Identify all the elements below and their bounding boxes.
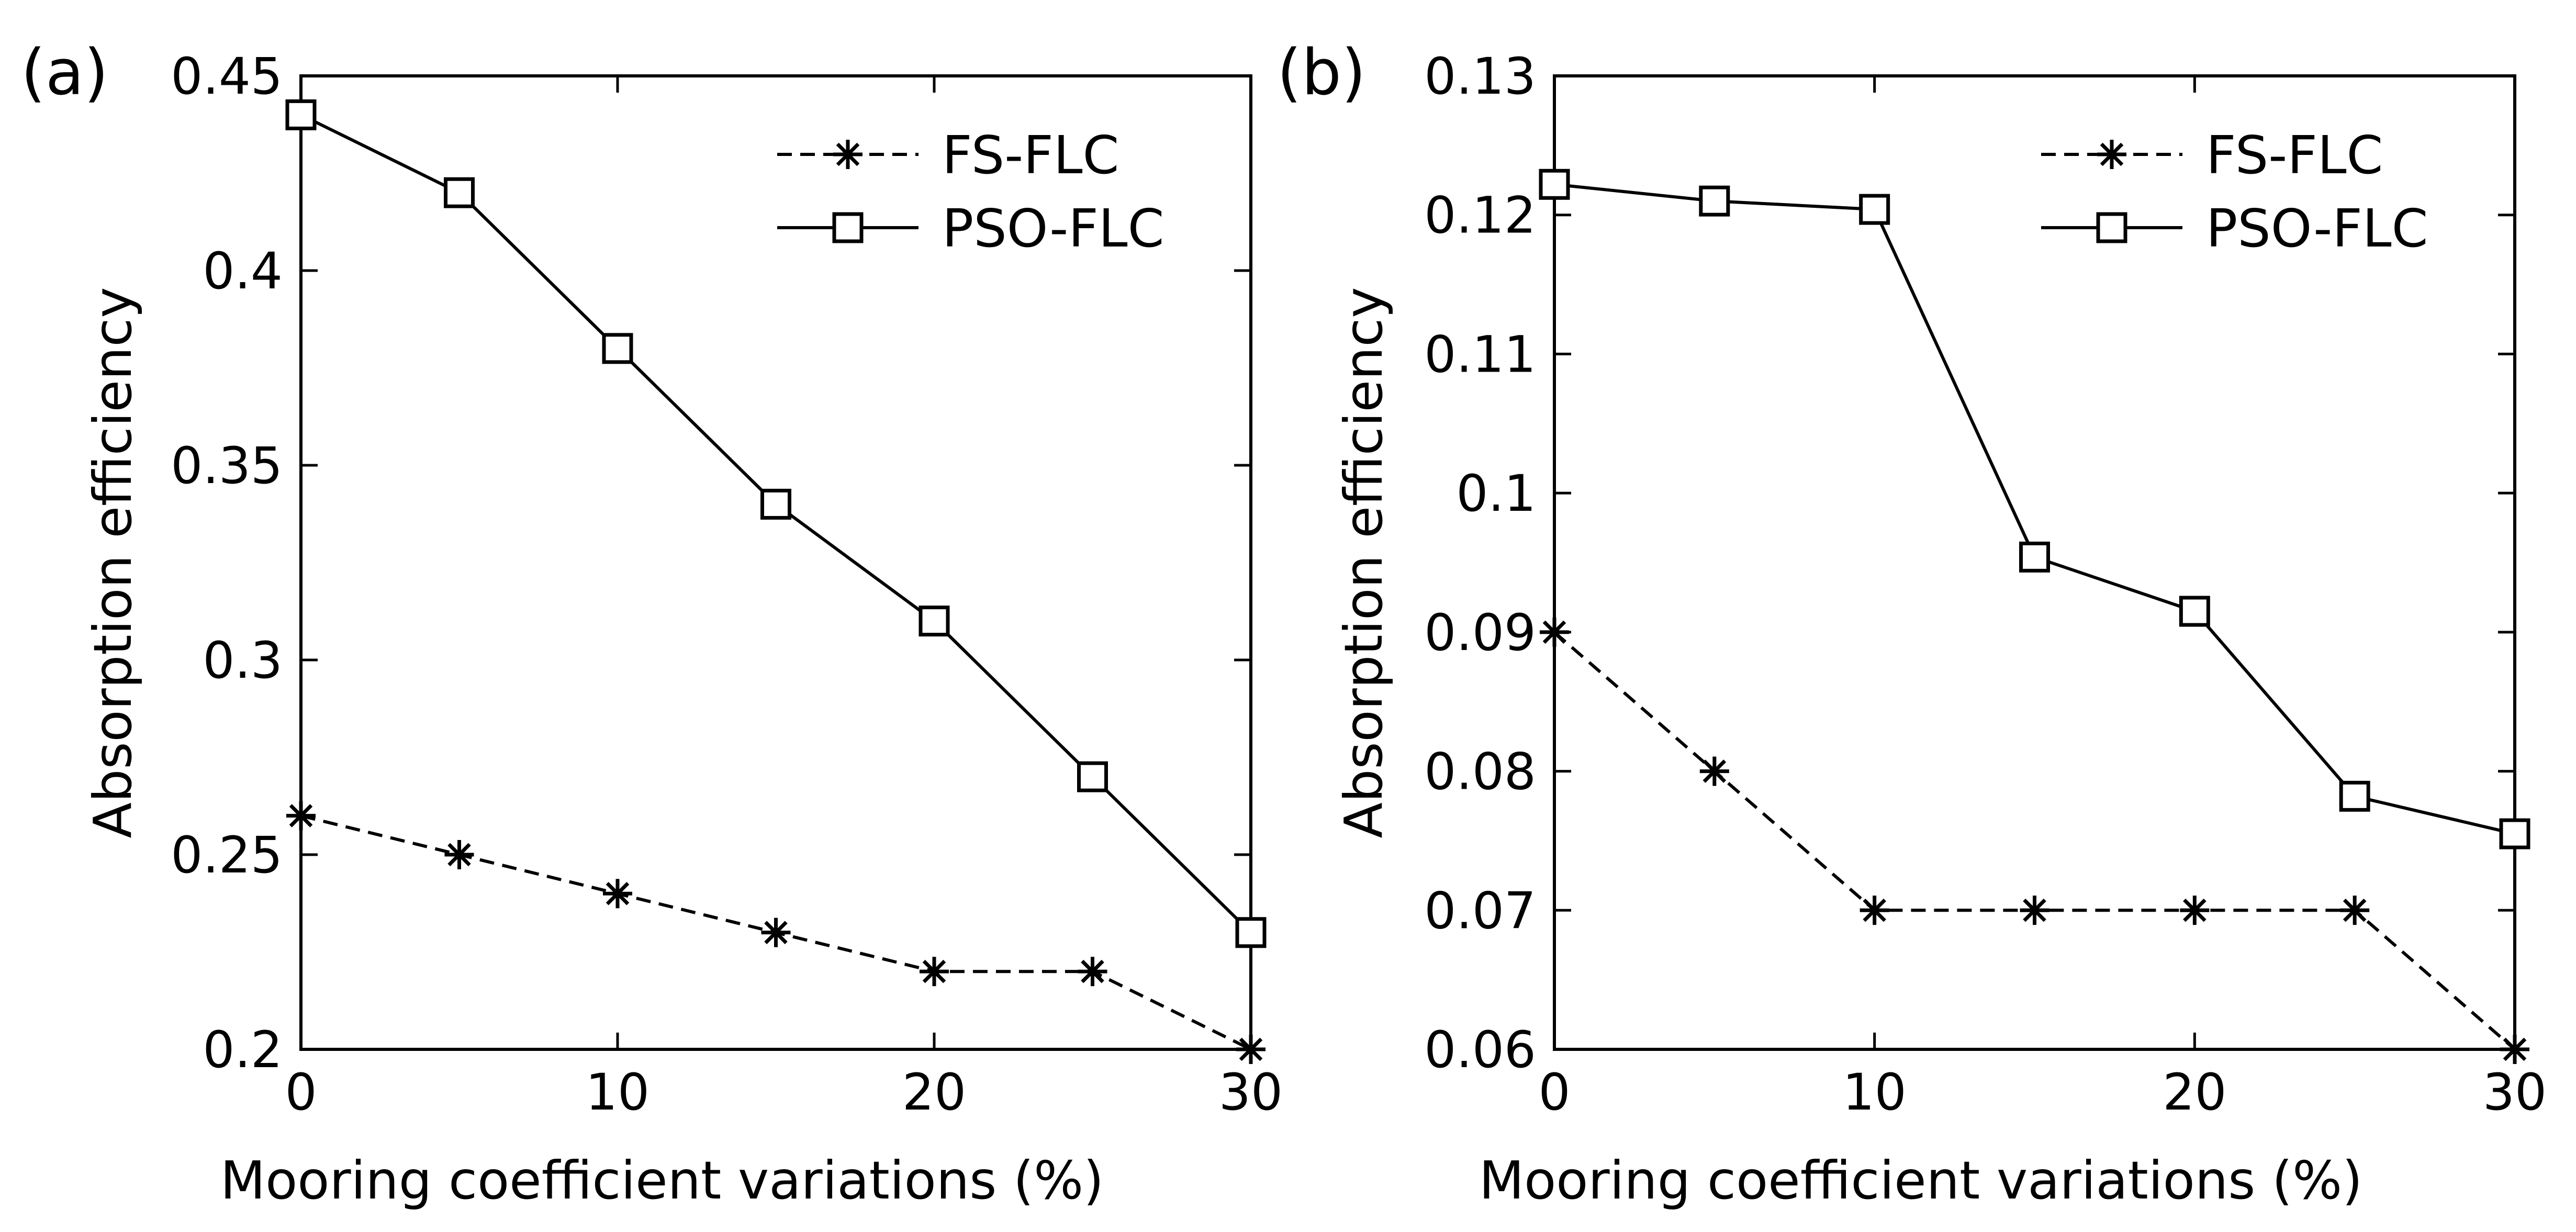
panel-b-series-fs-flc-point [1860,895,1889,925]
panel-a-series-fs-flc-point-stroke [922,959,946,983]
panel-b-legend-entry-marker [2096,212,2127,243]
panel-b-series-fs-flc-point-stroke [1863,899,1886,922]
panel-a-ytick-label: 0.3 [203,631,283,690]
panel-a-legend-entry-marker [832,212,864,243]
panel-b-series-pso-flc-point [2339,780,2370,812]
panel-b-ytick-label: 0.13 [1424,47,1536,106]
panel-a-series-pso-flc-point [602,333,633,364]
panel-a-series-pso-flc-point [444,177,475,208]
panel-b-series-pso-flc-point [2019,541,2050,573]
panel-a-legend-entry-label: PSO-FLC [942,198,1164,259]
panel-a-ytick-label: 0.4 [203,242,283,300]
panel-b-series-fs-flc-point-stroke [2023,899,2046,922]
panel-b-ytick-label: 0.1 [1456,464,1536,523]
panel-b-ylabel: Absorption efficiency [1333,287,1394,838]
panel-b-series-fs-flc-point-stroke [2343,899,2367,922]
panel-a-series-pso-flc-point [285,99,317,130]
panel-b-ytick-label: 0.07 [1424,881,1536,940]
panel-a-series-pso-flc-point [1235,917,1267,948]
panel-b-legend-entry-label: FS-FLC [2206,125,2383,186]
panel-a-xlabel: Mooring coefficient variations (%) [220,1150,1104,1211]
panel-a-plot: 0 10 20 30 0.2 0.25 0.3 0.35 0.4 0.45 FS-FLC PSO-FL… [171,47,1283,1122]
panel-b-series-pso-flc-point [1859,194,1890,225]
panel-a-series-fs-flc-point-stroke [606,882,630,905]
panel-b-series-fs-flc-point [1699,756,1729,786]
panel-a-legend-entry-label: FS-FLC [942,125,1119,186]
panel-a-series-fs-flc-point-stroke [1239,1037,1263,1061]
panel-b-ytick-label: 0.09 [1424,603,1536,662]
panel-b: (b) Mooring coefficient variations (%) A… [1277,37,2362,1211]
panel-b-ytick-label: 0.11 [1424,325,1536,384]
panel-a-xtick-label: 30 [1219,1063,1283,1122]
panel-a-series-fs-flc-point [1236,1035,1265,1064]
panel-b-series-pso-flc [1539,169,2530,849]
panel-a-ytick-label: 0.25 [171,826,283,884]
panel-b-legend: FS-FLC PSO-FLC [2041,125,2428,259]
panel-a-series-fs-flc-point-stroke [764,921,788,945]
panel-a-ytick-label: 0.35 [171,436,283,495]
panel-b-ytick-label: 0.06 [1424,1021,1536,1079]
panel-a-series-pso-flc-point [919,606,950,637]
panel-a-series-fs-flc-point-stroke [1081,959,1104,983]
panel-a-series-fs-flc-point [920,957,949,987]
panel-a-legend-entry: FS-FLC [777,125,1119,186]
panel-a-ytick-label: 0.45 [171,47,283,106]
panel-a-ylabel: Absorption efficiency [82,287,143,838]
panel-b-ytick-label: 0.12 [1424,186,1536,245]
panel-b-series-fs-flc-point [2020,895,2049,925]
panel-a-ytick-label: 0.2 [203,1021,283,1079]
panel-b-series-fs-flc-point [2180,895,2210,925]
panel-a-series-fs-flc-point-stroke [289,804,313,827]
panel-b-xlabel: Mooring coefficient variations (%) [1479,1150,2362,1211]
panel-b-series-fs-flc-point-stroke [2183,899,2207,922]
panel-b-series-pso-flc-point [1699,185,1730,217]
panel-b-legend-entry-marker-stroke [2100,142,2124,166]
panel-a-xtick-label: 0 [285,1063,317,1122]
panel-a-xtick-label: 20 [902,1063,966,1122]
panel-a-label: (a) [21,37,108,109]
panel-a-axes-box [299,74,1252,1051]
panel-b-plot: 0 10 20 30 0.06 0.07 0.08 0.09 0.1 0.11 0.12 0.13 FS… [1424,47,2547,1122]
panel-b-label: (b) [1277,37,1366,109]
panel-a-series-fs-flc [286,801,1265,1064]
panel-b-xtick-label: 10 [1843,1063,1907,1122]
panel-b-series-fs-flc-point [2340,895,2370,925]
panel-a-series-pso-flc-point [760,488,791,520]
panel-a-series-fs-flc-point [761,917,791,947]
panel-b-legend-entry-marker [2097,140,2126,169]
panel-a-series-fs-flc-point [1078,957,1107,987]
panel-b-series-fs-flc-point-stroke [1703,759,1727,783]
panel-b-series-fs-flc-point-stroke [1542,620,1566,644]
panel-a-series-fs-flc-point-stroke [447,843,471,867]
panel-a-legend-entry-marker-stroke [836,142,860,166]
panel-b-series-fs-flc-point-stroke [2503,1037,2527,1061]
panel-a-legend-entry: PSO-FLC [777,198,1164,259]
panel-b-series-fs-flc [1540,617,2529,1064]
panel-b-xtick-label: 0 [1538,1063,1570,1122]
panel-a-legend: FS-FLC PSO-FLC [777,125,1164,259]
panel-b-series-pso-flc-point [1539,169,1570,200]
panel-b-series-pso-flc-point [2179,596,2210,627]
panel-a-series-fs-flc-point [286,801,316,831]
panel-a: (a) Mooring coefficient variations (%) A… [21,37,1104,1211]
panel-b-ytick-label: 0.08 [1424,743,1536,801]
panel-b-legend-entry-label: PSO-FLC [2206,198,2428,259]
panel-b-series-fs-flc-point [1540,617,1569,647]
panel-b-series-fs-flc-point [2500,1035,2529,1064]
panel-a-legend-entry-marker [833,140,863,169]
panel-b-legend-entry: FS-FLC [2041,125,2383,186]
panel-b-xtick-label: 30 [2483,1063,2547,1122]
panel-a-series-fs-flc-point [444,840,474,869]
panel-b-axes-box [1553,74,2516,1051]
panel-b-series-pso-flc-point [2499,818,2530,849]
panel-a-series-pso-flc-point [1077,761,1108,792]
panel-b-legend-entry: PSO-FLC [2041,198,2428,259]
plots: 0 10 20 30 0.2 0.25 0.3 0.35 0.4 0.45 FS-FLC PSO-FL… [171,47,2547,1122]
panel-a-xtick-label: 10 [586,1063,649,1122]
panel-b-xtick-label: 20 [2163,1063,2226,1122]
panel-a-series-pso-flc [285,99,1267,948]
panel-a-series-fs-flc-point [603,879,632,909]
